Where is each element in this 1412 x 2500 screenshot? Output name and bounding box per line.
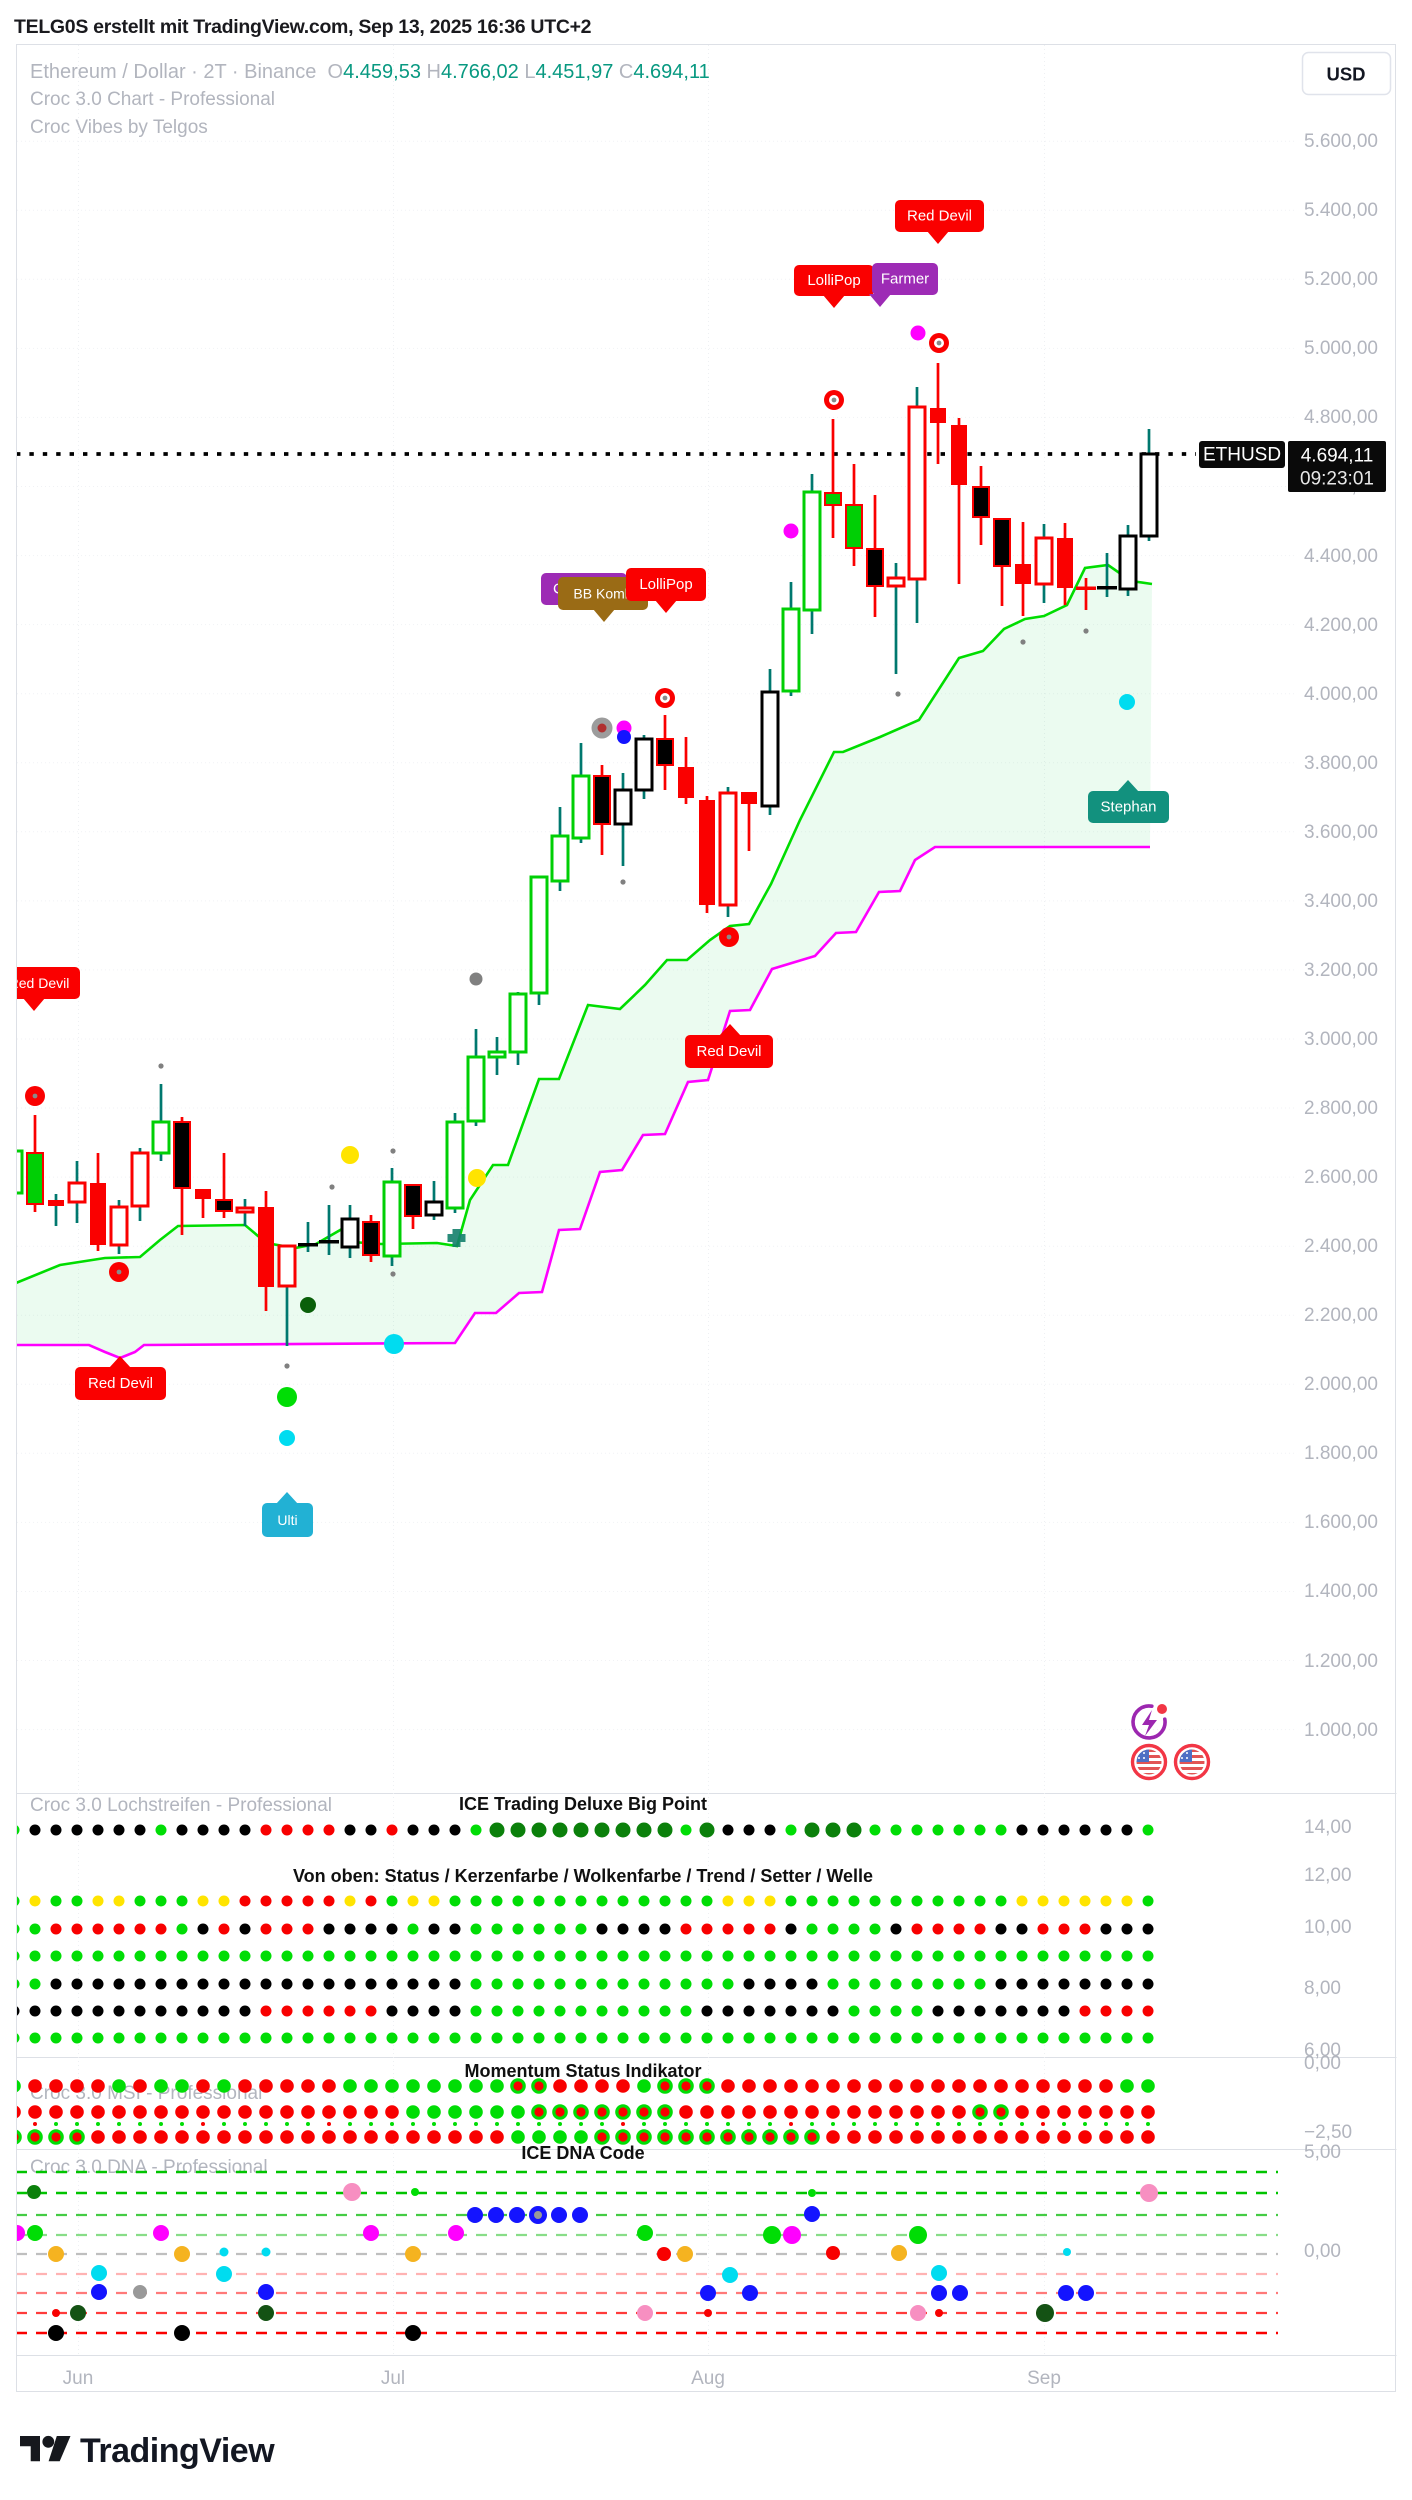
- svg-text:4.400,00: 4.400,00: [1304, 546, 1378, 567]
- svg-text:1.800,00: 1.800,00: [1304, 1443, 1378, 1464]
- svg-text:3.200,00: 3.200,00: [1304, 960, 1378, 981]
- svg-text:USD: USD: [1326, 64, 1365, 85]
- svg-text:3.600,00: 3.600,00: [1304, 822, 1378, 843]
- svg-text:4.000,00: 4.000,00: [1304, 684, 1378, 705]
- svg-text:3.000,00: 3.000,00: [1304, 1029, 1378, 1050]
- svg-text:5.000,00: 5.000,00: [1304, 338, 1378, 359]
- svg-text:0,00: 0,00: [1304, 2241, 1341, 2262]
- svg-text:TELG0S erstellt mit TradingVie: TELG0S erstellt mit TradingView.com, Sep…: [14, 16, 592, 38]
- svg-text:LolliPop: LolliPop: [807, 272, 860, 289]
- svg-text:1.600,00: 1.600,00: [1304, 1512, 1378, 1533]
- svg-text:1.200,00: 1.200,00: [1304, 1651, 1378, 1672]
- svg-text:Farmer: Farmer: [881, 271, 929, 288]
- svg-text:8,00: 8,00: [1304, 1978, 1341, 1999]
- svg-text:2.800,00: 2.800,00: [1304, 1098, 1378, 1119]
- svg-text:Red Devil: Red Devil: [9, 975, 70, 991]
- svg-text:ICE DNA Code: ICE DNA Code: [521, 2143, 644, 2163]
- svg-text:Red Devil: Red Devil: [88, 1375, 153, 1392]
- svg-text:0,00: 0,00: [1304, 2053, 1341, 2074]
- svg-text:Red Devil: Red Devil: [907, 208, 972, 225]
- svg-text:Von oben: Status / Kerzenfarbe: Von oben: Status / Kerzenfarbe / Wolkenf…: [293, 1866, 873, 1886]
- svg-text:Ulti: Ulti: [277, 1512, 297, 1528]
- svg-text:12,00: 12,00: [1304, 1865, 1352, 1886]
- svg-text:5.600,00: 5.600,00: [1304, 131, 1378, 152]
- svg-text:Red Devil: Red Devil: [696, 1043, 761, 1060]
- svg-text:Momentum Status Indikator: Momentum Status Indikator: [464, 2061, 701, 2081]
- svg-text:5.400,00: 5.400,00: [1304, 200, 1378, 221]
- svg-text:4.800,00: 4.800,00: [1304, 407, 1378, 428]
- svg-text:Croc 3.0 Chart - Professional: Croc 3.0 Chart - Professional: [30, 89, 275, 110]
- svg-text:5.200,00: 5.200,00: [1304, 269, 1378, 290]
- svg-text:2.600,00: 2.600,00: [1304, 1167, 1378, 1188]
- svg-text:Aug: Aug: [691, 2368, 725, 2389]
- svg-text:BB Komb: BB Komb: [573, 586, 632, 602]
- svg-text:5,00: 5,00: [1304, 2142, 1341, 2163]
- svg-text:Stephan: Stephan: [1101, 799, 1157, 816]
- svg-text:LolliPop: LolliPop: [639, 576, 692, 593]
- svg-text:09:23:01: 09:23:01: [1300, 469, 1374, 490]
- svg-text:ICE Trading Deluxe Big Point: ICE Trading Deluxe Big Point: [459, 1794, 707, 1814]
- svg-text:Croc Vibes by Telgos: Croc Vibes by Telgos: [30, 117, 208, 138]
- svg-text:1.400,00: 1.400,00: [1304, 1581, 1378, 1602]
- svg-text:ETHUSD: ETHUSD: [1203, 445, 1281, 466]
- svg-text:2.200,00: 2.200,00: [1304, 1305, 1378, 1326]
- svg-text:Jul: Jul: [381, 2368, 405, 2389]
- svg-text:Jun: Jun: [63, 2368, 94, 2389]
- svg-text:Sep: Sep: [1027, 2368, 1061, 2389]
- svg-text:TradingView: TradingView: [80, 2432, 275, 2470]
- svg-text:1.000,00: 1.000,00: [1304, 1720, 1378, 1741]
- svg-text:2.400,00: 2.400,00: [1304, 1236, 1378, 1257]
- svg-text:4.694,11: 4.694,11: [1301, 446, 1374, 467]
- svg-text:14,00: 14,00: [1304, 1817, 1352, 1838]
- svg-text:Croc 3.0 Lochstreifen - Profes: Croc 3.0 Lochstreifen - Professional: [30, 1795, 332, 1816]
- svg-text:4.200,00: 4.200,00: [1304, 615, 1378, 636]
- svg-text:3.400,00: 3.400,00: [1304, 891, 1378, 912]
- svg-text:Ethereum / Dollar · 2T · Binan: Ethereum / Dollar · 2T · Binance O4.459,…: [30, 61, 710, 83]
- svg-text:Croc 3.0 DNA - Professional: Croc 3.0 DNA - Professional: [30, 2157, 268, 2178]
- svg-text:−2,50: −2,50: [1304, 2122, 1352, 2143]
- svg-text:10,00: 10,00: [1304, 1917, 1352, 1938]
- svg-text:2.000,00: 2.000,00: [1304, 1374, 1378, 1395]
- svg-text:6,00: 6,00: [1304, 2040, 1341, 2061]
- svg-text:3.800,00: 3.800,00: [1304, 753, 1378, 774]
